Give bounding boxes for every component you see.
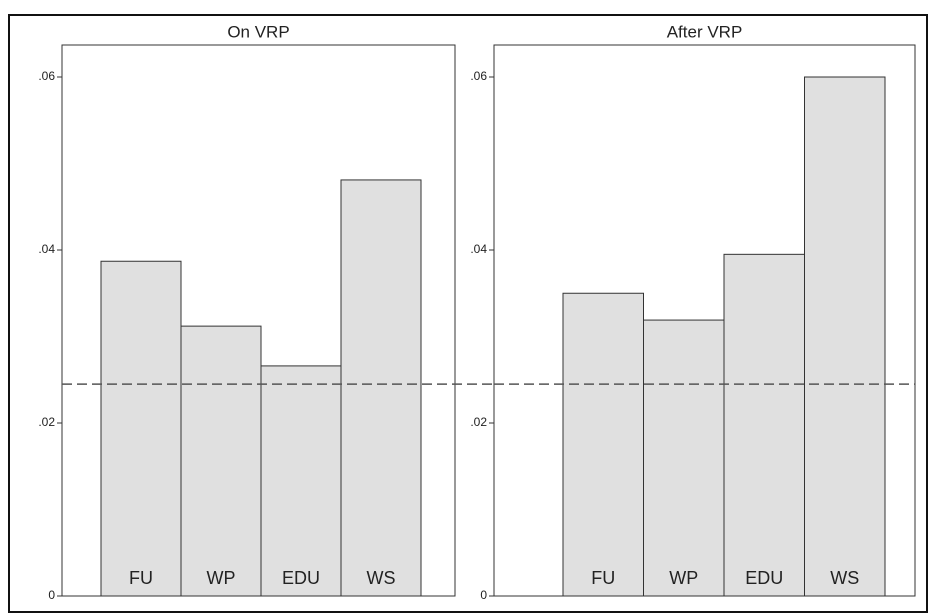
bar [643, 319, 725, 597]
category-label: FU [129, 568, 153, 588]
y-tick-label: .06 [470, 69, 487, 83]
category-label: EDU [282, 568, 320, 588]
category-label: WS [830, 568, 859, 588]
category-label: FU [591, 568, 615, 588]
y-tick-label: 0 [48, 588, 55, 602]
y-tick-label: .04 [38, 242, 55, 256]
bar [562, 292, 644, 597]
category-label: WP [669, 568, 698, 588]
bar [260, 365, 342, 597]
panel-title: After VRP [667, 22, 743, 41]
bar [180, 325, 262, 597]
bar [100, 260, 182, 597]
bar [723, 253, 805, 597]
bar [804, 76, 886, 597]
y-tick-label: .02 [38, 415, 55, 429]
y-tick-label: .06 [38, 69, 55, 83]
y-tick-label: .04 [470, 242, 487, 256]
y-tick-label: 0 [480, 588, 487, 602]
category-label: WP [207, 568, 236, 588]
category-label: WS [367, 568, 396, 588]
panel-title: On VRP [227, 22, 289, 41]
bar [340, 179, 422, 597]
y-tick-label: .02 [470, 415, 487, 429]
category-label: EDU [745, 568, 783, 588]
